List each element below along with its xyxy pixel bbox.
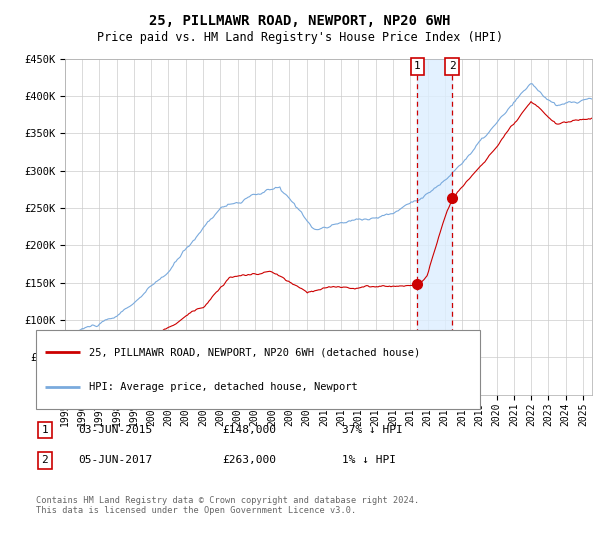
Text: Price paid vs. HM Land Registry's House Price Index (HPI): Price paid vs. HM Land Registry's House … (97, 31, 503, 44)
Text: 25, PILLMAWR ROAD, NEWPORT, NP20 6WH (detached house): 25, PILLMAWR ROAD, NEWPORT, NP20 6WH (de… (89, 347, 421, 357)
FancyBboxPatch shape (36, 330, 480, 409)
Text: 1% ↓ HPI: 1% ↓ HPI (342, 455, 396, 465)
Text: 03-JUN-2015: 03-JUN-2015 (78, 425, 152, 435)
Text: 2: 2 (449, 61, 455, 71)
Bar (418, 59, 452, 395)
Text: 1: 1 (414, 61, 421, 71)
Text: 37% ↓ HPI: 37% ↓ HPI (342, 425, 403, 435)
Text: 2: 2 (41, 455, 49, 465)
Text: 1: 1 (41, 425, 49, 435)
Text: £263,000: £263,000 (222, 455, 276, 465)
Text: 05-JUN-2017: 05-JUN-2017 (78, 455, 152, 465)
Text: £148,000: £148,000 (222, 425, 276, 435)
Text: HPI: Average price, detached house, Newport: HPI: Average price, detached house, Newp… (89, 382, 358, 392)
Text: 25, PILLMAWR ROAD, NEWPORT, NP20 6WH: 25, PILLMAWR ROAD, NEWPORT, NP20 6WH (149, 14, 451, 28)
Text: Contains HM Land Registry data © Crown copyright and database right 2024.
This d: Contains HM Land Registry data © Crown c… (36, 496, 419, 515)
